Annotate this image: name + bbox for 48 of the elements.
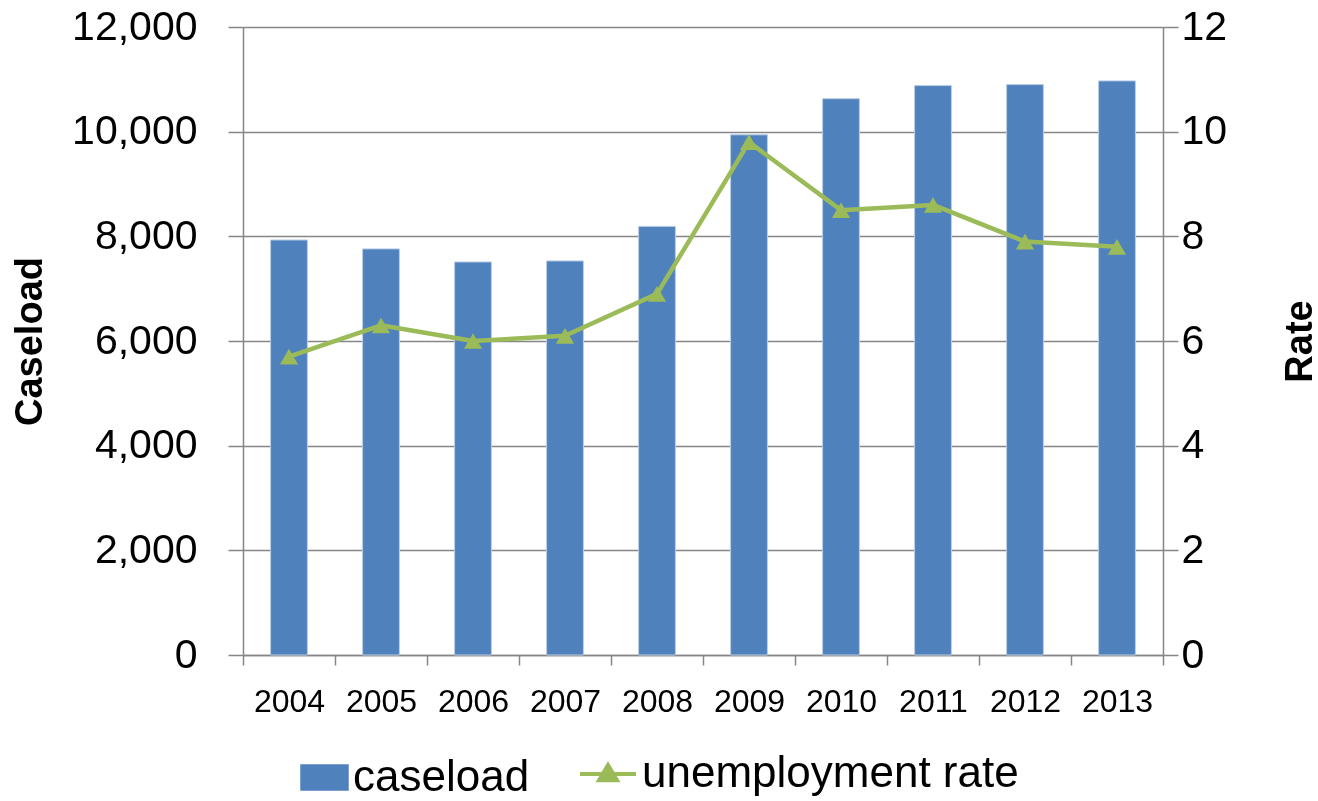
y2-tick-label: 6 (1181, 316, 1205, 363)
y-tick-label: 8,000 (94, 211, 198, 258)
x-tick-label: 2005 (345, 682, 418, 719)
y2-tick-label: 0 (1181, 630, 1205, 677)
point (831, 202, 851, 219)
y-tick-label: 0 (174, 630, 198, 677)
x-tick-label: 2009 (713, 682, 786, 719)
bar (914, 85, 952, 656)
legend-label: unemployment rate (642, 747, 1019, 796)
bar (270, 239, 308, 656)
legend-label: caseload (353, 750, 530, 800)
x-tick-label: 2013 (1081, 682, 1154, 719)
y-axis-title: Caseload (7, 257, 50, 426)
bar (362, 248, 400, 656)
point (923, 197, 943, 213)
bar (454, 261, 492, 656)
y-tick-label: 10,000 (72, 107, 198, 154)
x-tick-label: 2007 (529, 682, 602, 719)
bar (638, 225, 676, 656)
x-tick-label: 2010 (805, 682, 878, 719)
bar (730, 134, 768, 656)
point (555, 327, 575, 344)
y2-axis-title: Rate (1277, 300, 1318, 383)
y2-tick-label: 8 (1181, 211, 1205, 258)
x-tick-label: 2011 (899, 682, 968, 719)
y2-tick-label: 12 (1181, 2, 1228, 49)
point (371, 317, 391, 334)
y2-tick-label: 2 (1181, 525, 1205, 572)
y-tick-label: 4,000 (94, 421, 198, 468)
bar (822, 98, 860, 656)
point (1015, 233, 1035, 250)
y-tick-label: 6,000 (94, 316, 198, 363)
x-tick-label: 2012 (989, 682, 1062, 719)
point (463, 333, 483, 349)
x-tick-label: 2008 (621, 682, 694, 719)
point (647, 286, 667, 302)
x-tick-label: 2004 (253, 682, 326, 719)
bar (546, 260, 584, 656)
bar (1006, 84, 1044, 656)
y2-tick-label: 10 (1181, 107, 1228, 154)
y2-tick-label: 4 (1181, 421, 1205, 468)
point (739, 134, 759, 150)
y-tick-label: 2,000 (94, 525, 198, 572)
x-tick-label: 2006 (437, 682, 510, 719)
point (1107, 238, 1127, 255)
point (279, 348, 299, 365)
y-tick-label: 12,000 (72, 2, 198, 49)
bar (1098, 80, 1136, 656)
